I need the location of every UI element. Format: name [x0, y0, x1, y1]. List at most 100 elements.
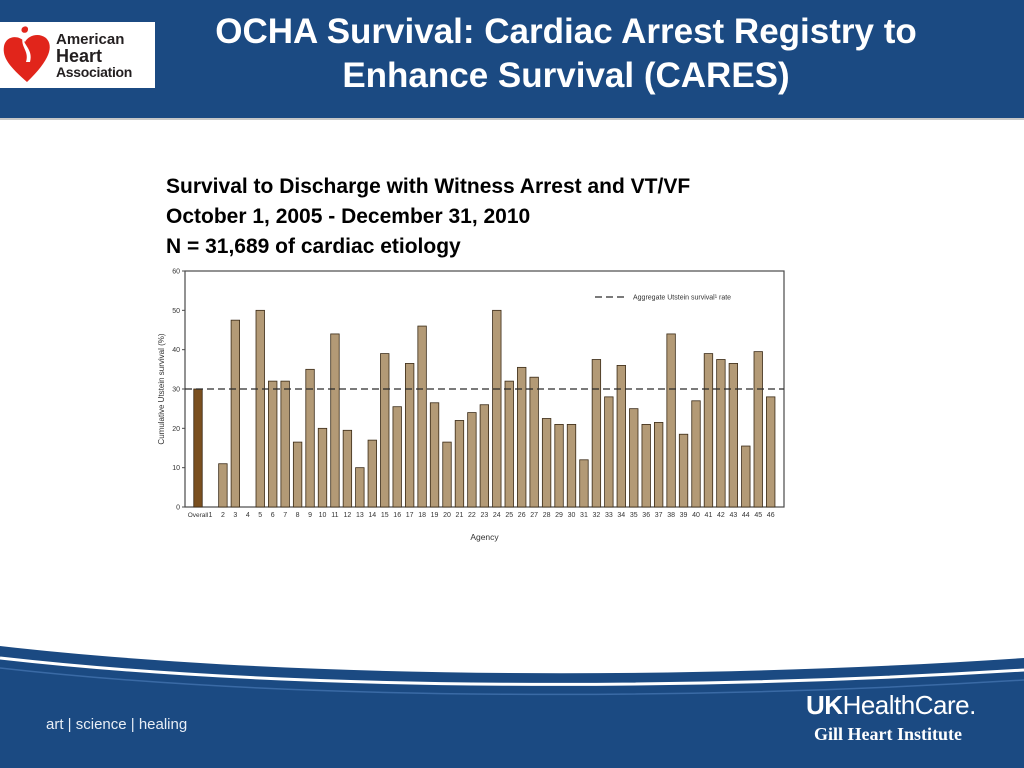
y-tick-label: 10: [172, 465, 180, 472]
slide-title-line1: OCHA Survival: Cardiac Arrest Registry t…: [215, 12, 917, 51]
footer-tagline: art | science | healing: [46, 716, 188, 733]
x-tick-label: 43: [729, 512, 737, 519]
x-tick-label: 9: [308, 512, 312, 519]
bar: [703, 353, 714, 508]
bar: [442, 441, 452, 508]
caption-line3: N = 31,689 of cardiac etiology: [166, 235, 461, 258]
x-tick-label: Overall: [188, 512, 209, 519]
bar: [255, 309, 265, 508]
x-tick-label: 46: [767, 512, 775, 519]
caption-line2: October 1, 2005 - December 31, 2010: [166, 205, 531, 228]
bar: [218, 463, 228, 508]
x-tick-label: 1: [208, 512, 212, 519]
bar: [367, 439, 377, 508]
x-tick-label: 35: [630, 512, 638, 519]
bar: [380, 353, 390, 508]
bar: [492, 309, 502, 508]
x-tick-label: 44: [742, 512, 750, 519]
x-tick-label: 12: [344, 512, 352, 519]
x-tick-label: 39: [680, 512, 688, 519]
caption-line1: Survival to Discharge with Witness Arres…: [166, 175, 691, 198]
x-tick-label: 40: [692, 512, 700, 519]
heart-torch-icon: [3, 26, 50, 82]
x-tick-label: 32: [593, 512, 601, 519]
footer-band: [0, 646, 1024, 768]
x-tick-label: 24: [493, 512, 501, 519]
bar: [691, 400, 701, 508]
y-axis-label: Cumulative Utstein survival (%): [157, 333, 166, 444]
y-tick-label: 40: [172, 347, 180, 354]
x-tick-label: 29: [555, 512, 563, 519]
gill-institute-name: Gill Heart Institute: [814, 724, 962, 744]
bar: [678, 433, 689, 508]
slide-title: OCHA Survival: Cardiac Arrest Registry t…: [160, 10, 972, 98]
x-tick-label: 28: [543, 512, 551, 519]
x-tick-label: 15: [381, 512, 389, 519]
bar: [454, 420, 465, 508]
x-tick-label: 45: [754, 512, 762, 519]
bar: [653, 422, 664, 508]
bar: [355, 467, 365, 508]
bar: [317, 427, 328, 508]
x-tick-label: 14: [368, 512, 376, 519]
x-tick-label: 37: [655, 512, 663, 519]
x-tick-label: 20: [443, 512, 451, 519]
x-tick-label: 27: [530, 512, 538, 519]
x-tick-label: 38: [667, 512, 675, 519]
bar: [342, 429, 353, 508]
bar: [554, 423, 564, 508]
bar: [741, 445, 751, 508]
bar: [641, 423, 651, 508]
bar: [517, 366, 527, 508]
slide-title-line2: Enhance Survival (CARES): [342, 56, 790, 95]
bar: [268, 380, 278, 508]
x-tick-label: 4: [246, 512, 250, 519]
bar: [392, 406, 402, 508]
logo-text: American Heart Association: [56, 32, 132, 79]
x-tick-label: 19: [431, 512, 439, 519]
logo-line1: American: [56, 31, 125, 48]
x-axis-label: Agency: [470, 532, 499, 542]
bar: [616, 365, 626, 508]
logo-line2: Heart: [56, 46, 103, 66]
bar: [305, 368, 315, 508]
bar: [591, 359, 602, 508]
y-tick-label: 0: [176, 505, 180, 512]
logo-line3: Association: [56, 64, 133, 80]
x-tick-label: 10: [319, 512, 327, 519]
bar: [429, 402, 440, 508]
bar: [467, 412, 477, 508]
bar: [330, 333, 340, 508]
bar: [529, 376, 539, 508]
x-tick-label: 22: [468, 512, 476, 519]
x-tick-label: 33: [605, 512, 613, 519]
y-tick-label: 50: [172, 308, 180, 315]
bar: [292, 441, 303, 508]
x-tick-label: 34: [617, 512, 625, 519]
x-tick-label: 13: [356, 512, 364, 519]
y-tick-label: 60: [172, 269, 180, 276]
bar: [404, 363, 415, 508]
bar: [579, 459, 589, 508]
y-tick-label: 30: [172, 387, 180, 394]
x-tick-label: 5: [258, 512, 262, 519]
x-tick-label: 6: [271, 512, 275, 519]
x-tick-label: 41: [705, 512, 713, 519]
bar-overall: [193, 388, 203, 508]
x-tick-label: 23: [480, 512, 488, 519]
bar: [604, 396, 614, 508]
x-tick-label: 3: [233, 512, 237, 519]
aha-logo: American Heart Association: [0, 22, 155, 88]
x-tick-label: 11: [331, 512, 338, 519]
x-tick-label: 17: [406, 512, 414, 519]
x-tick-label: 7: [283, 512, 287, 519]
bar: [417, 325, 427, 508]
x-tick-label: 30: [568, 512, 576, 519]
x-tick-label: 42: [717, 512, 725, 519]
x-tick-label: 16: [393, 512, 401, 519]
x-tick-label: 26: [518, 512, 526, 519]
bar: [230, 319, 240, 508]
bar: [280, 380, 290, 508]
x-tick-label: 8: [296, 512, 300, 519]
